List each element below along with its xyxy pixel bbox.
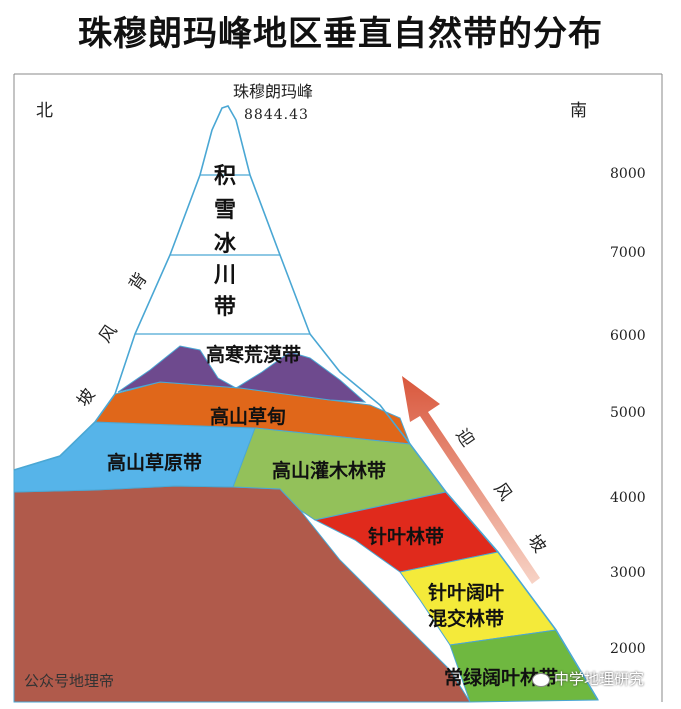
page-title: 珠穆朗玛峰地区垂直自然带的分布: [78, 14, 603, 54]
watermark-left: 公众号地理帝: [24, 672, 115, 690]
zone-evergreen-label: 常绿阔叶林带: [444, 667, 559, 689]
altitude-tick: 3000: [610, 565, 646, 581]
zone-conifer-label: 针叶林带: [368, 526, 445, 548]
altitude-tick: 6000: [610, 328, 646, 344]
altitude-tick: 7000: [610, 245, 646, 261]
zone-snow-char: 冰: [214, 231, 237, 257]
peak-name: 珠穆朗玛峰: [233, 82, 314, 101]
zone-shrub-label: 高山灌木林带: [272, 460, 387, 482]
mountain-outline: [13, 105, 599, 701]
zone-mixed-label-2: 混交林带: [428, 608, 505, 630]
watermark-right-text: 中学地理研究: [554, 670, 645, 688]
zone-desert-shape: [117, 345, 367, 403]
watermark-right: 中学地理研究: [532, 668, 644, 689]
zone-snow-char: 积: [214, 163, 237, 189]
altitude-tick: 4000: [610, 490, 646, 506]
altitude-tick: 2000: [610, 641, 646, 657]
peak-elevation: 8844.43: [244, 107, 309, 123]
windward-arrow: [402, 376, 540, 584]
south-label: 南: [570, 101, 587, 121]
zone-desert-label: 高寒荒漠带: [206, 344, 302, 366]
zone-steppe-label: 高山草原带: [107, 452, 203, 474]
zone-snow-char: 雪: [214, 197, 237, 223]
zone-mixed-label-1: 针叶阔叶: [428, 582, 505, 604]
zone-meadow-label: 高山草甸: [210, 406, 287, 428]
altitude-tick: 5000: [610, 405, 646, 421]
north-label: 北: [36, 101, 53, 121]
wechat-icon: [532, 672, 550, 687]
altitude-tick: 8000: [610, 166, 646, 182]
zone-snow-char: 带: [214, 294, 237, 320]
zone-snow-char: 川: [214, 262, 237, 288]
